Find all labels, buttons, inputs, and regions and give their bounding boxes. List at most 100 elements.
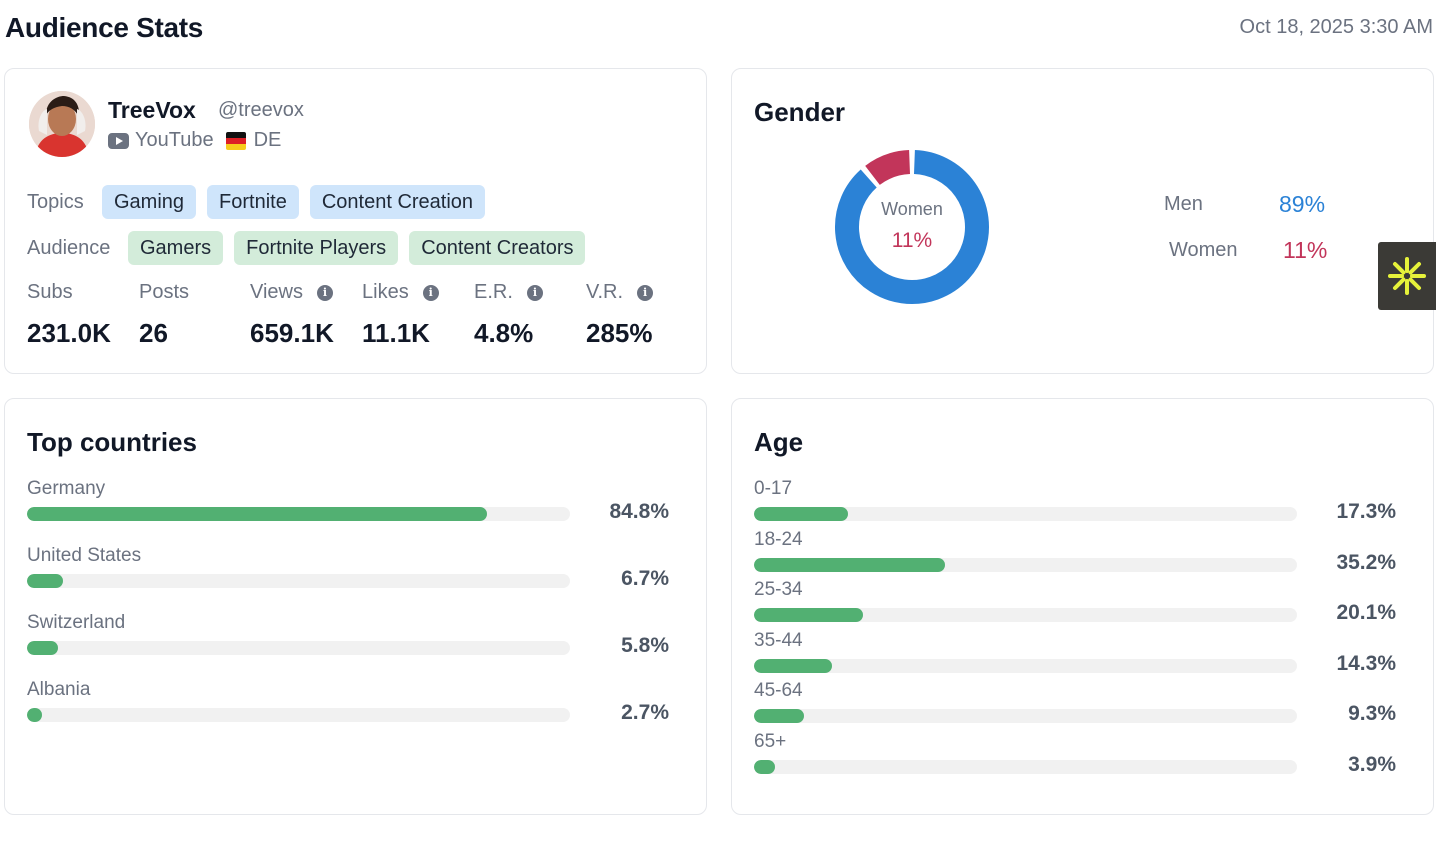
bar-fill xyxy=(27,574,64,588)
topic-chips: Gaming Fortnite Content Creation xyxy=(102,185,486,219)
stat-value: 26 xyxy=(139,318,168,348)
bar-value: 17.3% xyxy=(1336,500,1396,523)
profile-card: TreeVox @treevox YouTube DE Topics Gamin… xyxy=(4,68,707,374)
men-arc xyxy=(835,150,989,304)
topic-chip[interactable]: Gaming xyxy=(102,185,197,219)
bar-label: Germany xyxy=(27,478,106,499)
bar-value: 3.9% xyxy=(1348,752,1396,776)
topic-chip[interactable]: Content Creation xyxy=(309,185,486,219)
stat-label: Subs xyxy=(27,281,73,303)
bar-value: 5.8% xyxy=(621,634,669,657)
gender-title: Gender xyxy=(754,97,846,127)
country-code: DE xyxy=(253,129,282,151)
stat-likes: Likes i 11.1K xyxy=(362,281,439,349)
stat-value: 285% xyxy=(586,318,653,348)
legend-men-label: Men xyxy=(1164,193,1203,215)
bar-track xyxy=(27,641,570,655)
bar-track xyxy=(754,557,1297,572)
audience-chip[interactable]: Gamers xyxy=(128,231,224,265)
stat-value: 231.0K xyxy=(27,318,111,348)
bar-fill xyxy=(754,658,832,673)
stat-value: 11.1K xyxy=(362,318,430,348)
bar-value: 9.3% xyxy=(1348,702,1396,725)
bar-label: Switzerland xyxy=(27,612,126,633)
bar-fill xyxy=(754,557,946,572)
info-icon[interactable]: i xyxy=(526,284,543,301)
profile-handle[interactable]: @treevox xyxy=(218,99,304,121)
bar-track xyxy=(27,708,570,722)
bar-fill xyxy=(754,608,864,622)
info-icon[interactable]: i xyxy=(422,284,439,301)
bar-track xyxy=(754,608,1297,622)
bar-value: 14.3% xyxy=(1336,651,1396,675)
legend-women-value: 11% xyxy=(1283,237,1328,263)
topics-label: Topics xyxy=(27,191,84,213)
bar-fill xyxy=(27,507,488,521)
legend-men-value: 89% xyxy=(1279,191,1326,217)
audience-label: Audience xyxy=(27,237,111,259)
info-icon[interactable]: i xyxy=(317,284,333,301)
stat-value: 4.8% xyxy=(474,318,534,348)
bar-value: 6.7% xyxy=(621,567,669,590)
stat-posts: Posts 26 xyxy=(139,281,189,349)
countries-card: Top countries Germany 84.8% United States 6… xyxy=(4,398,707,815)
bar-track xyxy=(27,507,570,521)
timestamp: Oct 18, 2025 3:30 AM xyxy=(1239,16,1433,38)
bar-fill xyxy=(754,759,776,774)
bar-label: 25-34 xyxy=(754,579,803,600)
youtube-icon xyxy=(108,132,129,149)
stat-label: V.R. i xyxy=(586,281,654,304)
profile-name[interactable]: TreeVox xyxy=(108,97,196,123)
bar-value: 35.2% xyxy=(1336,550,1396,574)
info-icon[interactable]: i xyxy=(637,284,654,301)
bar-label: 45-64 xyxy=(754,680,803,701)
stat-label: Likes i xyxy=(362,281,439,304)
stat-er: E.R. i 4.8% xyxy=(474,281,543,349)
countries-title: Top countries xyxy=(27,427,197,457)
bar-label: 0-17 xyxy=(754,478,793,499)
bar-value: 20.1% xyxy=(1336,601,1396,624)
bar-label: 35-44 xyxy=(754,629,803,651)
audience-chip[interactable]: Content Creators xyxy=(409,231,586,265)
bar-fill xyxy=(27,641,59,655)
gender-card: Gender Women 11% Men 89% Women 11% xyxy=(731,68,1434,374)
stat-vr: V.R. i 285% xyxy=(586,281,654,349)
bar-value: 2.7% xyxy=(621,701,669,724)
platform-row: YouTube DE xyxy=(108,129,281,152)
stat-label: Views i xyxy=(250,281,334,304)
audience-chips: Gamers Fortnite Players Content Creators xyxy=(128,231,586,265)
legend-women-label: Women xyxy=(1169,239,1238,261)
asterisk-icon xyxy=(1388,257,1426,295)
side-widget-button[interactable] xyxy=(1378,242,1436,310)
bar-track xyxy=(754,507,1297,521)
donut-center-label: Women xyxy=(881,199,943,219)
avatar[interactable] xyxy=(29,91,95,157)
topic-chip[interactable]: Fortnite xyxy=(207,185,299,219)
gender-donut-chart xyxy=(835,150,989,304)
audience-chip[interactable]: Fortnite Players xyxy=(234,231,399,265)
bar-track xyxy=(754,759,1297,774)
stat-views: Views i 659.1K xyxy=(250,281,334,349)
germany-flag-icon xyxy=(225,131,246,150)
bar-label: 65+ xyxy=(754,730,787,752)
women-arc xyxy=(865,150,911,186)
stat-value: 659.1K xyxy=(250,318,334,348)
bar-value: 84.8% xyxy=(609,500,669,523)
donut-center-value: 11% xyxy=(891,229,933,252)
stat-subs: Subs 231.0K xyxy=(27,281,111,349)
bar-track xyxy=(754,709,1297,723)
platform-label: YouTube xyxy=(135,129,214,151)
bar-label: United States xyxy=(27,545,142,566)
age-title: Age xyxy=(754,427,804,457)
page-title: Audience Stats xyxy=(5,12,204,43)
stat-label: Posts xyxy=(139,281,190,303)
bar-label: 18-24 xyxy=(754,528,803,550)
bar-fill xyxy=(754,507,848,521)
age-card: Age 0-17 17.3% 18-24 35.2% 25-34 20.1% 35-44 14… xyxy=(731,398,1434,815)
stat-label: E.R. i xyxy=(474,281,543,304)
bar-label: Albania xyxy=(27,679,91,700)
bar-track xyxy=(754,658,1297,673)
bar-fill xyxy=(27,708,42,722)
bar-fill xyxy=(754,709,805,723)
bar-track xyxy=(27,574,570,588)
